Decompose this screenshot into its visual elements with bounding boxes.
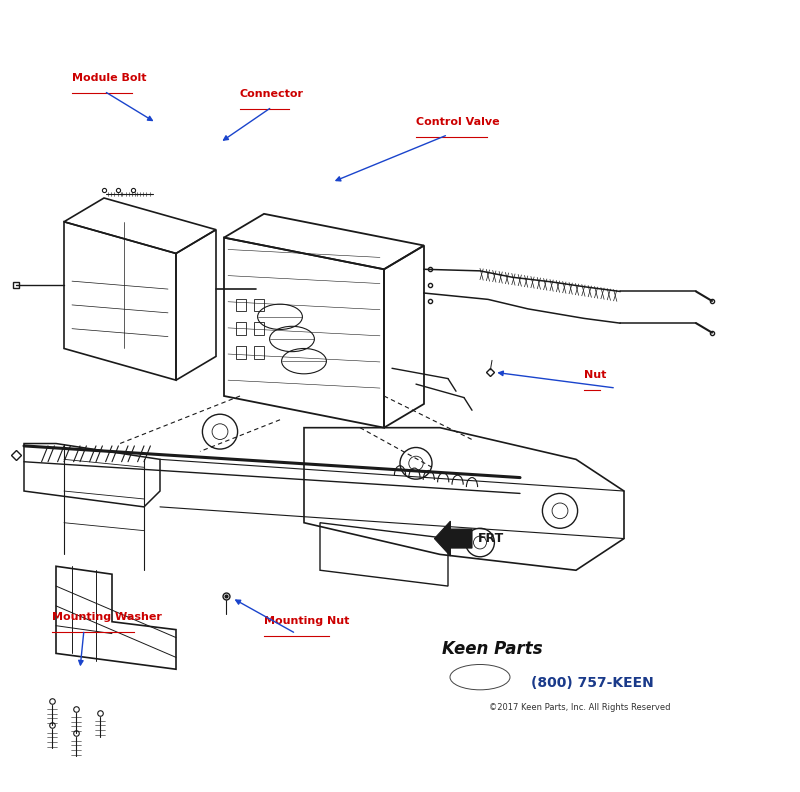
Text: Mounting Nut: Mounting Nut: [264, 615, 350, 626]
Text: (800) 757-KEEN: (800) 757-KEEN: [530, 676, 654, 691]
Text: Connector: Connector: [240, 89, 304, 99]
Polygon shape: [434, 521, 472, 556]
Bar: [236, 322, 246, 335]
Text: FRT: FRT: [478, 532, 504, 545]
Text: Nut: Nut: [584, 370, 606, 380]
Text: Mounting Washer: Mounting Washer: [52, 611, 162, 622]
Text: Module Bolt: Module Bolt: [72, 73, 146, 83]
Text: Keen Parts: Keen Parts: [442, 641, 542, 658]
Bar: [236, 299, 246, 311]
Bar: [254, 299, 264, 311]
Bar: [254, 322, 264, 335]
Bar: [236, 346, 246, 359]
Text: ©2017 Keen Parts, Inc. All Rights Reserved: ©2017 Keen Parts, Inc. All Rights Reserv…: [490, 703, 670, 712]
Bar: [254, 346, 264, 359]
Text: Control Valve: Control Valve: [416, 116, 500, 127]
